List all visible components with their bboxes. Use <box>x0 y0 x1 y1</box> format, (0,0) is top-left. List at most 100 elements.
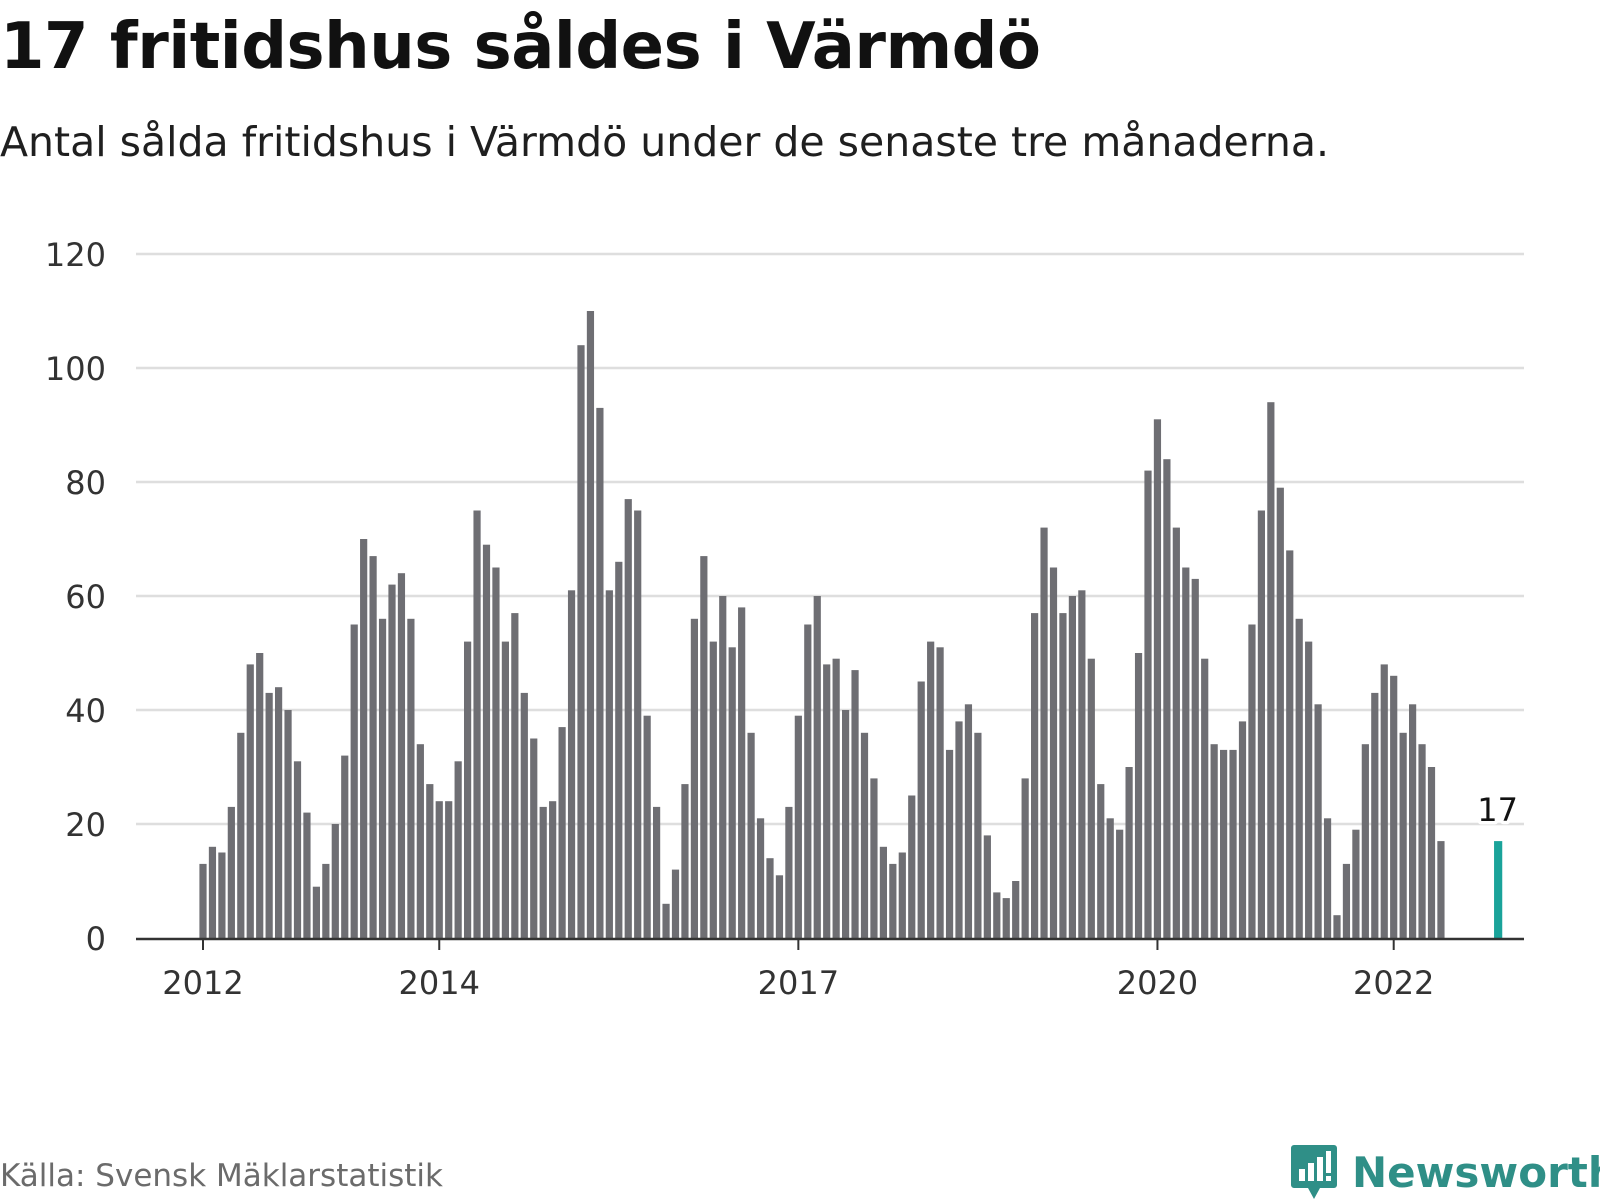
bar <box>709 641 717 938</box>
bar <box>794 715 802 938</box>
x-axis-ticks: 2012 2014 2017 2020 2022 <box>162 939 1434 1002</box>
bar <box>265 692 273 938</box>
bar <box>813 596 821 938</box>
bar <box>681 784 689 938</box>
bar-highlight <box>1494 841 1503 938</box>
bar <box>1437 841 1445 938</box>
bar <box>1267 402 1275 938</box>
bar <box>832 658 840 938</box>
bar <box>983 835 991 938</box>
bar <box>530 738 538 938</box>
brand-name: Newsworthy <box>1352 1147 1600 1197</box>
x-tick-label: 2014 <box>399 964 480 1002</box>
bar <box>322 863 330 938</box>
bar <box>1040 527 1048 938</box>
bar <box>435 801 443 938</box>
bar <box>199 863 207 938</box>
bar <box>624 499 632 938</box>
bar <box>558 727 566 938</box>
bar <box>577 345 585 938</box>
bar <box>1087 658 1095 938</box>
bar <box>350 624 358 938</box>
bar <box>738 607 746 938</box>
x-tick-label: 2012 <box>162 964 243 1002</box>
bar <box>492 567 500 938</box>
bar <box>1078 590 1086 938</box>
bar <box>908 795 916 938</box>
source-note: Källa: Svensk Mäklarstatistik <box>0 1158 443 1194</box>
bar <box>945 749 954 938</box>
bar <box>1031 613 1039 938</box>
bar <box>237 732 245 938</box>
bar <box>1220 749 1228 938</box>
bar <box>955 721 963 938</box>
bar <box>1427 767 1436 938</box>
bar <box>303 812 311 938</box>
bar <box>1257 510 1265 938</box>
bar <box>605 590 613 938</box>
bar <box>766 858 774 938</box>
bar <box>889 863 897 938</box>
bar <box>293 761 302 938</box>
bar <box>1229 749 1237 938</box>
bar <box>341 755 349 938</box>
bar <box>549 801 557 938</box>
bar <box>1305 641 1313 938</box>
bar <box>1002 898 1010 938</box>
bar <box>501 641 509 938</box>
bar <box>1106 818 1114 938</box>
bar <box>1134 653 1143 938</box>
bar <box>823 664 831 938</box>
y-tick-label: 100 <box>45 350 106 388</box>
bar <box>397 573 406 938</box>
bar <box>728 647 736 938</box>
bar <box>747 732 755 938</box>
bar <box>1352 829 1360 938</box>
bar <box>284 710 292 938</box>
bar <box>275 687 283 938</box>
bar <box>567 590 576 938</box>
bar <box>388 584 396 938</box>
bar <box>208 846 217 938</box>
bar <box>445 801 453 938</box>
bar <box>1012 881 1020 938</box>
bar <box>775 875 784 938</box>
bar <box>1295 618 1303 938</box>
bar <box>936 647 944 938</box>
bar <box>671 869 680 938</box>
bar <box>842 710 850 938</box>
bar <box>1314 704 1322 938</box>
brand-logo: Newsworthy <box>1290 1142 1600 1202</box>
bar <box>860 732 869 938</box>
bar <box>785 806 793 938</box>
bar <box>1182 567 1190 938</box>
bar <box>227 806 235 938</box>
bar <box>473 510 481 938</box>
bar <box>596 407 604 938</box>
bar <box>1049 567 1058 938</box>
bar <box>218 852 226 938</box>
bar <box>312 886 320 938</box>
bar <box>464 641 472 938</box>
y-axis-ticks: 0 20 40 60 80 100 120 <box>45 236 106 958</box>
bar <box>1390 675 1398 938</box>
bar <box>520 692 528 938</box>
bar <box>993 892 1001 938</box>
bar <box>1323 818 1332 938</box>
bar <box>1097 784 1105 938</box>
bar <box>1409 704 1417 938</box>
x-tick-label: 2022 <box>1353 964 1434 1002</box>
bar <box>1125 767 1133 938</box>
bar <box>1163 459 1171 938</box>
bar <box>851 670 859 938</box>
bar <box>634 510 642 938</box>
bar <box>690 618 698 938</box>
bar <box>1021 778 1029 938</box>
bar <box>917 681 925 938</box>
bar <box>898 852 906 938</box>
bar-chart-speech-bubble-icon <box>1291 1145 1337 1199</box>
bar <box>1342 863 1351 938</box>
bar <box>246 664 254 938</box>
y-tick-label: 80 <box>65 464 106 502</box>
bar <box>331 824 339 938</box>
